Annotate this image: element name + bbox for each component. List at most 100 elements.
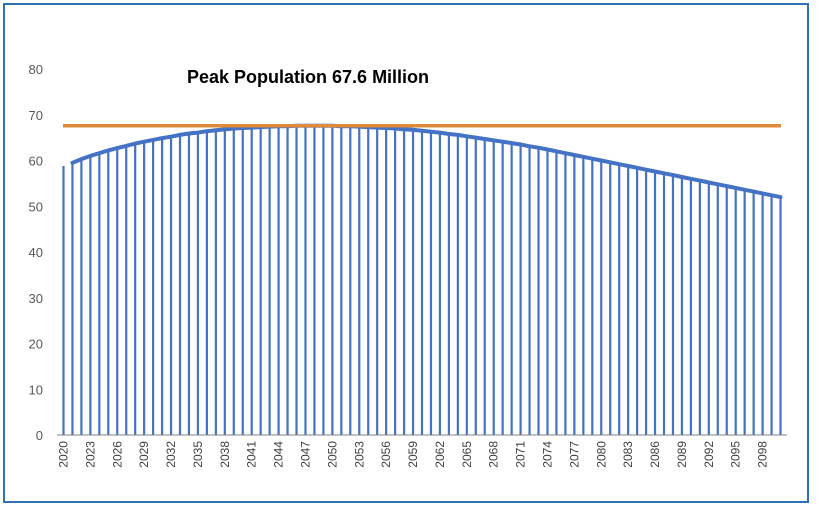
y-tick-label: 20 — [29, 337, 43, 352]
x-tick-label: 2074 — [540, 441, 554, 468]
x-tick-label: 2086 — [648, 441, 662, 468]
y-tick-label: 30 — [29, 291, 43, 306]
bar — [609, 162, 612, 435]
bar — [178, 134, 182, 435]
bar — [205, 131, 208, 435]
bar — [725, 186, 728, 435]
bar — [187, 133, 191, 435]
bar — [367, 127, 370, 435]
bar — [143, 141, 146, 435]
x-tick-label: 2032 — [164, 441, 178, 468]
bar — [752, 191, 755, 435]
bar — [680, 176, 684, 435]
x-tick-label: 2098 — [756, 441, 770, 468]
bar — [295, 125, 298, 435]
y-tick-label: 70 — [29, 108, 43, 123]
bar — [376, 127, 379, 435]
x-tick-label: 2044 — [272, 441, 286, 468]
x-tick-label: 2035 — [191, 441, 205, 468]
bar — [340, 126, 343, 435]
bar — [152, 139, 155, 435]
bar — [438, 132, 442, 435]
y-tick-label: 60 — [29, 154, 43, 169]
bar — [411, 129, 415, 435]
bar — [125, 145, 128, 436]
bar — [636, 167, 639, 435]
bar — [259, 127, 262, 435]
bar — [510, 143, 513, 436]
bar — [429, 131, 433, 435]
bar — [761, 193, 764, 435]
x-tick-label: 2062 — [433, 441, 447, 468]
bar — [501, 141, 504, 435]
x-tick-label: 2056 — [379, 441, 393, 468]
bar — [62, 165, 65, 436]
bar — [591, 158, 594, 436]
bar — [555, 151, 558, 435]
bar — [734, 187, 737, 435]
bar — [779, 197, 782, 435]
bar — [277, 126, 280, 435]
x-tick-label: 2068 — [487, 441, 501, 468]
x-tick-label: 2050 — [325, 441, 339, 468]
x-tick-label: 2065 — [460, 441, 474, 468]
bar — [214, 130, 217, 435]
x-tick-label: 2077 — [567, 441, 581, 468]
bar — [627, 165, 630, 436]
bar — [573, 155, 576, 435]
y-axis-ticks: 0 10 20 30 40 50 60 70 80 — [29, 62, 43, 443]
bar — [483, 138, 486, 435]
bar — [420, 130, 424, 435]
bar — [394, 128, 397, 435]
bar — [653, 171, 657, 436]
bar — [671, 175, 675, 435]
bar — [716, 184, 719, 435]
chart-frame: 0 10 20 30 40 50 60 70 80 Peak Population 67.6 M… — [3, 3, 809, 503]
bar — [519, 144, 522, 436]
x-tick-label: 2089 — [675, 441, 689, 468]
bar — [331, 125, 334, 435]
bar — [313, 125, 316, 435]
bar — [689, 178, 692, 436]
bar — [196, 132, 200, 435]
x-tick-label: 2095 — [729, 441, 743, 468]
bar — [770, 195, 773, 435]
bar — [618, 164, 621, 435]
bar — [456, 134, 459, 435]
bar — [600, 160, 603, 435]
bar — [71, 162, 74, 435]
population-chart: 0 10 20 30 40 50 60 70 80 Peak Population 67.6 M… — [29, 62, 787, 468]
bar — [582, 156, 585, 435]
bar — [385, 128, 388, 435]
bar — [304, 125, 307, 435]
bar — [107, 150, 110, 435]
bar — [322, 125, 325, 435]
bar — [644, 169, 648, 435]
bar — [241, 128, 244, 435]
x-tick-label: 2071 — [514, 441, 528, 468]
bar — [286, 126, 289, 435]
y-tick-label: 80 — [29, 62, 43, 77]
peak-annotation: Peak Population 67.6 Million — [187, 67, 429, 87]
bar — [465, 136, 468, 435]
bar — [698, 180, 701, 435]
bar — [349, 126, 352, 435]
y-tick-label: 40 — [29, 245, 43, 260]
bar — [546, 149, 549, 435]
bars — [62, 125, 782, 436]
bar — [492, 140, 495, 435]
population-curve — [70, 123, 783, 200]
bar — [223, 129, 226, 435]
y-tick-label: 10 — [29, 382, 43, 397]
bar — [707, 182, 710, 435]
x-tick-label: 2080 — [594, 441, 608, 468]
bar — [447, 133, 450, 435]
y-tick-label: 50 — [29, 199, 43, 214]
bar — [402, 129, 406, 435]
x-tick-label: 2029 — [137, 441, 151, 468]
x-tick-label: 2053 — [352, 441, 366, 468]
bar — [250, 127, 253, 435]
bar — [268, 126, 271, 436]
bar — [358, 126, 361, 436]
x-tick-label: 2083 — [621, 441, 635, 468]
